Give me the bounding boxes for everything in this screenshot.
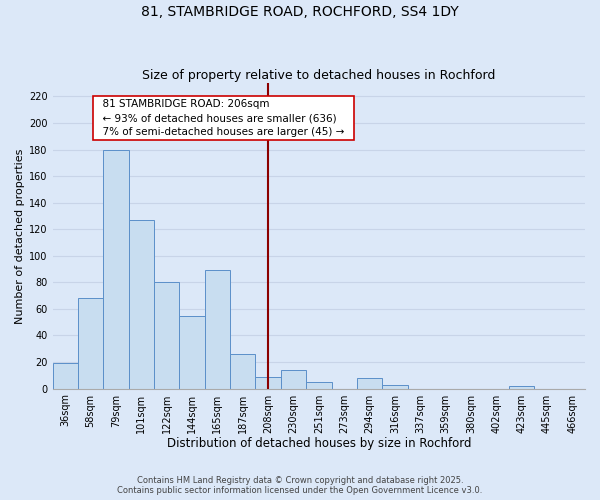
Title: Size of property relative to detached houses in Rochford: Size of property relative to detached ho…	[142, 69, 496, 82]
Bar	[230, 354, 256, 388]
Bar	[53, 364, 78, 388]
Bar	[179, 316, 205, 388]
Bar	[256, 376, 281, 388]
Text: 81, STAMBRIDGE ROAD, ROCHFORD, SS4 1DY: 81, STAMBRIDGE ROAD, ROCHFORD, SS4 1DY	[141, 5, 459, 19]
Bar	[205, 270, 230, 388]
Bar	[306, 382, 332, 388]
X-axis label: Distribution of detached houses by size in Rochford: Distribution of detached houses by size …	[167, 437, 471, 450]
Y-axis label: Number of detached properties: Number of detached properties	[15, 148, 25, 324]
Bar	[154, 282, 179, 389]
Text: Contains HM Land Registry data © Crown copyright and database right 2025.
Contai: Contains HM Land Registry data © Crown c…	[118, 476, 482, 495]
Bar	[281, 370, 306, 388]
Bar	[103, 150, 129, 388]
Bar	[78, 298, 103, 388]
Text: 81 STAMBRIDGE ROAD: 206sqm
  ← 93% of detached houses are smaller (636)
  7% of : 81 STAMBRIDGE ROAD: 206sqm ← 93% of deta…	[96, 99, 350, 137]
Bar	[129, 220, 154, 388]
Bar	[382, 384, 407, 388]
Bar	[509, 386, 535, 388]
Bar	[357, 378, 382, 388]
